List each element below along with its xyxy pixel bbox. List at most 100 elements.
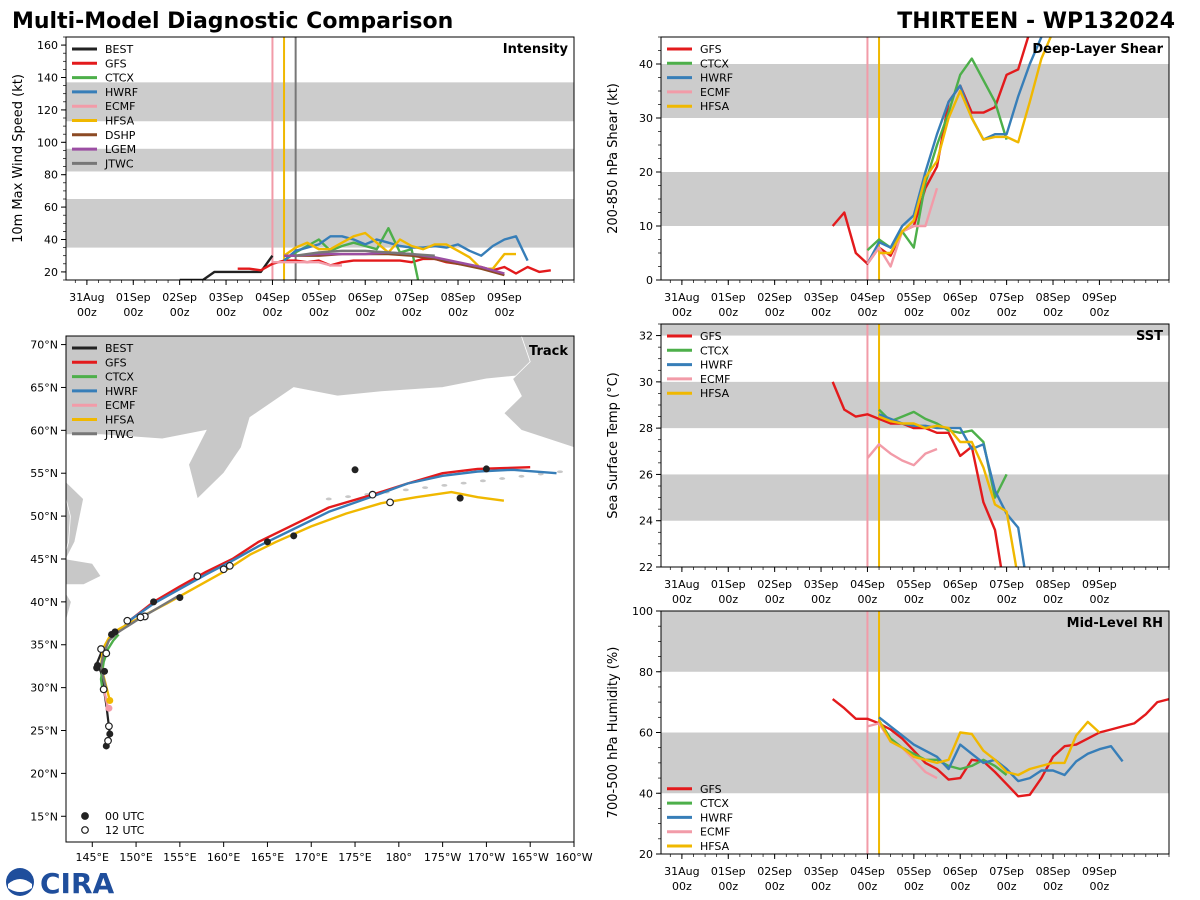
shear-ytick-label: 10 xyxy=(639,220,653,233)
sst-ytick-label: 28 xyxy=(639,422,653,435)
sst-xtick-date: 07Sep xyxy=(989,578,1024,591)
rh-ytick-label: 100 xyxy=(632,605,653,618)
track-lon-label: 170°E xyxy=(295,851,328,864)
track-legend-label-ctcx: CTCX xyxy=(105,371,134,384)
sst-ytick-label: 22 xyxy=(639,561,653,574)
storm-id-title: THIRTEEN - WP132024 xyxy=(897,9,1175,34)
track-lon-label: 180° xyxy=(386,851,413,864)
cira-logo: CIRA xyxy=(6,867,115,900)
noaa-wave-icon xyxy=(8,879,32,892)
rh-xtick-date: 31Aug xyxy=(664,865,699,878)
intensity-xtick-hour: 00z xyxy=(448,306,468,319)
intensity-panel-title: Intensity xyxy=(503,42,569,57)
sst-xtick-hour: 00z xyxy=(811,593,831,606)
rh-xtick-hour: 00z xyxy=(765,880,785,893)
sst-shaded-band xyxy=(661,381,1169,429)
rh-panel-title: Mid-Level RH xyxy=(1067,616,1163,631)
rh-legend-label-ecmf: ECMF xyxy=(700,826,730,839)
shear-series-hfsa xyxy=(879,37,1052,255)
rh-xtick-hour: 00z xyxy=(858,880,878,893)
track-marker-00utc xyxy=(176,594,184,602)
track-marker-00utc xyxy=(101,667,109,675)
shear-xtick-date: 09Sep xyxy=(1082,291,1117,304)
intensity-xtick-date: 02Sep xyxy=(162,291,197,304)
rh-xtick-hour: 00z xyxy=(997,880,1017,893)
rh-xtick-hour: 00z xyxy=(718,880,738,893)
intensity-shaded-band xyxy=(66,82,574,122)
intensity-ytick-label: 40 xyxy=(44,234,58,247)
sst-ytick-label: 32 xyxy=(639,330,653,343)
sst-panel: 22 24 26 28 30 32 31Aug 00z 01Sep 00z 02Sep 00z 03Se… xyxy=(606,323,1170,606)
rh-ylabel: 700-500 hPa Humidity (%) xyxy=(606,647,621,819)
shear-legend-label-ctcx: CTCX xyxy=(700,57,729,70)
sst-xtick-hour: 00z xyxy=(718,593,738,606)
intensity-legend-label-ctcx: CTCX xyxy=(105,72,134,85)
rh-ytick-label: 80 xyxy=(639,666,653,679)
legend-marker-00utc xyxy=(81,812,89,820)
rh-xtick-hour: 00z xyxy=(904,880,924,893)
track-lat-label: 45°N xyxy=(30,553,58,566)
intensity-ytick-label: 60 xyxy=(44,201,58,214)
shear-shaded-band xyxy=(661,64,1169,118)
sst-xtick-hour: 00z xyxy=(858,593,878,606)
track-legend-label-gfs: GFS xyxy=(105,356,127,369)
intensity-xtick-date: 31Aug xyxy=(69,291,104,304)
track-lat-label: 30°N xyxy=(30,682,58,695)
rh-legend-label-ctcx: CTCX xyxy=(700,797,729,810)
shear-xtick-hour: 00z xyxy=(950,306,970,319)
intensity-series-hfsa xyxy=(283,231,516,270)
legend-marker-12utc xyxy=(81,826,89,834)
track-marker-hfsa xyxy=(106,696,114,704)
track-legend-label-hwrf: HWRF xyxy=(105,385,138,398)
landmass xyxy=(66,481,84,560)
track-lon-label: 160°E xyxy=(207,851,240,864)
sst-xtick-hour: 00z xyxy=(672,593,692,606)
sst-legend-label-hfsa: HFSA xyxy=(700,387,730,400)
track-marker-00utc xyxy=(482,465,490,473)
landmass xyxy=(66,498,71,551)
track-lat-label: 60°N xyxy=(30,424,58,437)
track-marker-12utc xyxy=(225,561,234,570)
track-marker-12utc xyxy=(368,490,377,499)
rh-shaded-band xyxy=(661,611,1169,672)
track-lat-label: 55°N xyxy=(30,467,58,480)
intensity-xtick-hour: 00z xyxy=(402,306,422,319)
landmass xyxy=(66,336,574,500)
rh-xtick-date: 08Sep xyxy=(1036,865,1071,878)
track-lat-label: 65°N xyxy=(30,381,58,394)
shear-xtick-date: 06Sep xyxy=(943,291,978,304)
track-marker-12utc xyxy=(123,616,132,625)
track-marker-00utc xyxy=(290,532,298,540)
intensity-xtick-hour: 00z xyxy=(170,306,190,319)
shear-xtick-hour: 00z xyxy=(904,306,924,319)
track-lon-label: 145°E xyxy=(76,851,109,864)
intensity-xtick-date: 09Sep xyxy=(487,291,522,304)
track-panel: 145°E 150°E 155°E 160°E 165°E 170°E 175°E 180° 1… xyxy=(30,335,593,864)
sst-legend-label-gfs: GFS xyxy=(700,330,722,343)
track-marker-00utc xyxy=(150,598,158,606)
track-marker-12utc xyxy=(105,722,113,731)
intensity-series-hwrf xyxy=(283,235,529,262)
shear-panel-title: Deep-Layer Shear xyxy=(1032,42,1163,57)
rh-xtick-hour: 00z xyxy=(672,880,692,893)
rh-xtick-date: 07Sep xyxy=(989,865,1024,878)
sst-legend-label-ecmf: ECMF xyxy=(700,373,730,386)
landmass xyxy=(503,336,574,448)
track-marker-12utc xyxy=(97,645,105,653)
rh-xtick-date: 01Sep xyxy=(711,865,746,878)
figure-title: Multi-Model Diagnostic Comparison xyxy=(12,9,453,34)
intensity-xtick-hour: 00z xyxy=(77,306,97,319)
track-series-jtwc xyxy=(99,593,181,690)
rh-legend-label-hwrf: HWRF xyxy=(700,811,733,824)
intensity-ytick-label: 120 xyxy=(37,104,58,117)
track-marker-12utc xyxy=(99,685,108,694)
track-lon-label: 155°E xyxy=(163,851,196,864)
intensity-series-gfs xyxy=(237,257,551,275)
rh-ytick-label: 20 xyxy=(639,848,653,861)
rh-series-gfs xyxy=(831,697,1169,798)
intensity-xtick-hour: 00z xyxy=(495,306,515,319)
intensity-series-best xyxy=(179,255,274,280)
landmass xyxy=(66,592,72,637)
shear-xtick-hour: 00z xyxy=(1090,306,1110,319)
